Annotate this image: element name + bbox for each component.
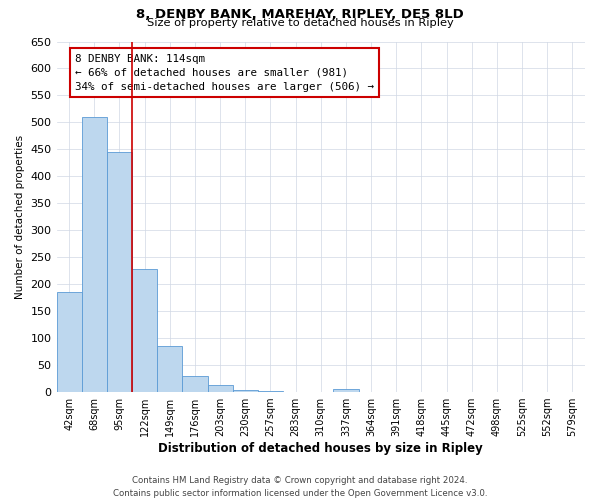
Bar: [56, 292, 82, 392]
Bar: [334, 390, 359, 392]
Text: 8, DENBY BANK, MAREHAY, RIPLEY, DE5 8LD: 8, DENBY BANK, MAREHAY, RIPLEY, DE5 8LD: [136, 8, 464, 20]
Text: Size of property relative to detached houses in Ripley: Size of property relative to detached ho…: [146, 18, 454, 28]
Bar: [132, 269, 157, 392]
Text: 8 DENBY BANK: 114sqm
← 66% of detached houses are smaller (981)
34% of semi-deta: 8 DENBY BANK: 114sqm ← 66% of detached h…: [75, 54, 374, 92]
Bar: [82, 117, 107, 392]
Bar: [157, 346, 182, 392]
Bar: [258, 391, 283, 392]
Bar: [208, 384, 233, 392]
X-axis label: Distribution of detached houses by size in Ripley: Distribution of detached houses by size …: [158, 442, 483, 455]
Bar: [233, 390, 258, 392]
Y-axis label: Number of detached properties: Number of detached properties: [15, 134, 25, 299]
Text: Contains HM Land Registry data © Crown copyright and database right 2024.
Contai: Contains HM Land Registry data © Crown c…: [113, 476, 487, 498]
Bar: [182, 376, 208, 392]
Bar: [107, 152, 132, 392]
